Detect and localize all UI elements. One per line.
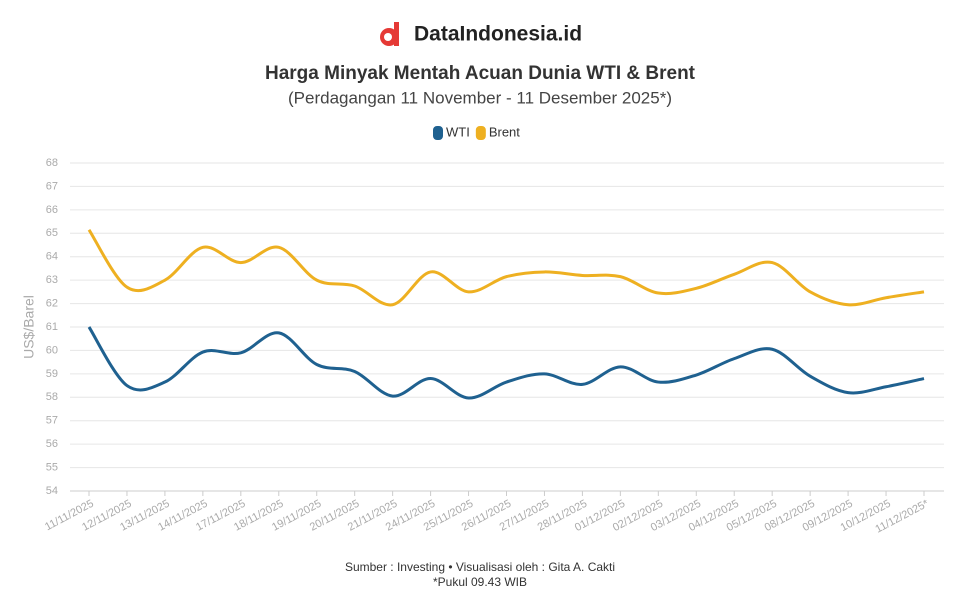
y-tick-label: 57	[46, 415, 58, 427]
logo-icon	[384, 33, 392, 41]
legend-label: Brent	[489, 124, 520, 139]
logo	[380, 22, 399, 46]
legend-label: WTI	[446, 124, 470, 139]
y-tick-label: 65	[46, 227, 58, 239]
y-tick-label: 61	[46, 321, 58, 333]
source: Sumber : Investing • Visualisasi oleh : …	[345, 560, 615, 574]
y-tick-label: 67	[46, 180, 58, 192]
y-tick-label: 56	[46, 438, 58, 450]
y-tick-label: 55	[46, 461, 58, 473]
legend-swatch	[433, 126, 443, 140]
line	[87, 326, 925, 400]
y-tick-label: 64	[46, 251, 58, 263]
y-tick-label: 58	[46, 391, 58, 403]
y-tick-label: 60	[46, 344, 58, 356]
chart-subtitle: (Perdagangan 11 November - 11 Desember 2…	[288, 88, 672, 107]
y-tick-label: 68	[46, 157, 58, 169]
y-tick-label: 63	[46, 274, 58, 286]
y-tick-label: 66	[46, 204, 58, 216]
y-tick-label: 54	[46, 485, 58, 497]
y-tick-label: 59	[46, 368, 58, 380]
y-axis-label: US$/Barel	[21, 295, 37, 359]
line	[87, 228, 925, 307]
chart-title: Harga Minyak Mentah Acuan Dunia WTI & Br…	[265, 63, 696, 84]
brand: DataIndonesia.id	[414, 23, 582, 46]
note: *Pukul 09.43 WIB	[433, 575, 527, 589]
legend: WTI Brent	[433, 124, 520, 140]
y-tick-label: 62	[46, 297, 58, 309]
logo-icon	[394, 22, 399, 46]
legend-swatch	[475, 126, 486, 140]
